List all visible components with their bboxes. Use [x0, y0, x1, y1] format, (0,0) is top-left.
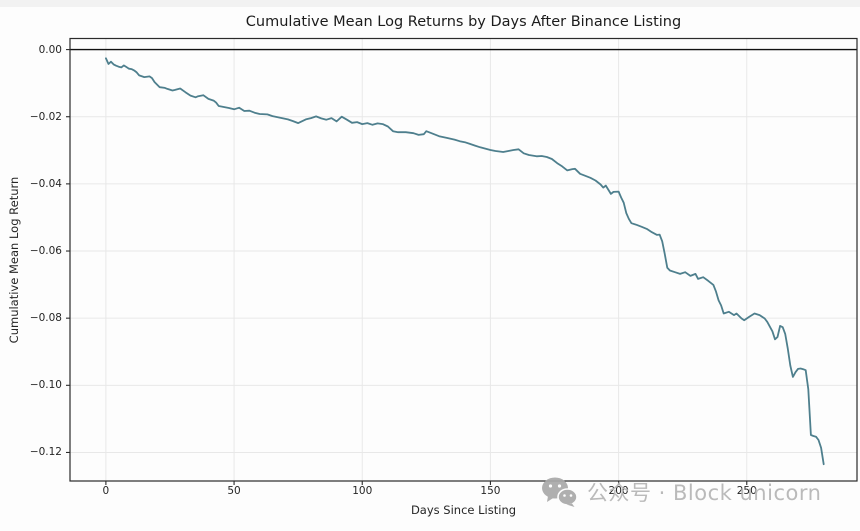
x-tick-label: 50: [227, 485, 241, 497]
y-tick-label: −0.10: [29, 379, 62, 392]
x-tick-label: 100: [352, 485, 373, 497]
x-axis-label: Days Since Listing: [410, 503, 517, 517]
x-tick-label: 200: [608, 485, 629, 497]
chart-title: Cumulative Mean Log Returns by Days Afte…: [245, 14, 682, 30]
y-tick-label: −0.02: [29, 110, 62, 123]
y-tick-label: −0.12: [29, 446, 62, 459]
x-tick-label: 150: [480, 485, 501, 497]
watermark-text: 公众号 · Block unicorn: [587, 481, 822, 505]
plot-border: [69, 37, 858, 482]
y-tick-label: −0.04: [29, 177, 62, 190]
y-tick-label: 0.00: [38, 43, 62, 56]
x-tick-label: 250: [736, 485, 757, 497]
wechat-icon: [542, 477, 578, 507]
x-tick-label: 0: [102, 485, 110, 497]
y-tick-label: −0.06: [29, 245, 62, 258]
top-edge-strip: [0, 0, 860, 7]
watermark: 公众号 · Block unicorn: [541, 477, 821, 507]
y-tick-label: −0.08: [29, 312, 62, 325]
data-line: [105, 57, 825, 466]
